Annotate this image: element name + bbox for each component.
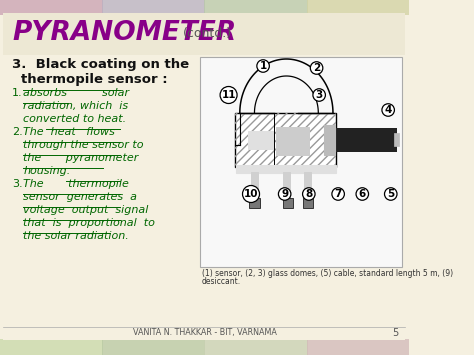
Bar	[283, 198, 293, 208]
Text: sensor  generates  a: sensor generates a	[23, 192, 137, 202]
Text: 6: 6	[359, 189, 366, 199]
Text: 11: 11	[221, 90, 236, 100]
Text: 5: 5	[387, 189, 394, 199]
Text: The  heat   flows: The heat flows	[23, 127, 115, 137]
Text: the       pyranometer: the pyranometer	[23, 153, 139, 163]
Bar	[204, 339, 308, 355]
Text: 7: 7	[335, 189, 342, 199]
Text: voltage  output  signal: voltage output signal	[23, 205, 149, 215]
Bar	[0, 0, 103, 15]
Text: 3.  Black coating on the: 3. Black coating on the	[12, 58, 189, 71]
Text: the solar radiation.: the solar radiation.	[23, 231, 129, 241]
Bar	[283, 172, 290, 200]
Text: The       thermopile: The thermopile	[23, 179, 129, 189]
Bar	[324, 125, 335, 155]
Bar	[307, 0, 410, 15]
Text: 1: 1	[259, 61, 267, 71]
Bar	[235, 113, 337, 167]
Text: housing.: housing.	[23, 166, 71, 176]
Bar	[102, 339, 205, 355]
Text: absorbs          solar: absorbs solar	[23, 88, 129, 98]
Text: radiation, which  is: radiation, which is	[23, 101, 128, 111]
Bar	[0, 339, 103, 355]
Text: VANITA N. THAKKAR - BIT, VARNAMA: VANITA N. THAKKAR - BIT, VARNAMA	[133, 328, 276, 338]
Bar	[307, 339, 410, 355]
Bar	[248, 131, 274, 149]
Text: converted to heat.: converted to heat.	[23, 114, 127, 124]
Text: thermopile sensor :: thermopile sensor :	[21, 73, 167, 86]
Text: 3: 3	[316, 90, 323, 100]
Text: that  is  proportional  to: that is proportional to	[23, 218, 155, 228]
Bar	[251, 172, 258, 200]
Bar	[237, 165, 337, 173]
Bar	[200, 57, 402, 267]
Bar	[204, 0, 308, 15]
Bar	[304, 172, 311, 200]
Text: 2: 2	[313, 63, 320, 73]
Text: desiccant.: desiccant.	[202, 277, 241, 286]
Text: (contd.): (contd.)	[183, 27, 232, 39]
Text: 4: 4	[384, 105, 392, 115]
Text: 2.: 2.	[12, 127, 23, 137]
Bar	[3, 13, 405, 55]
Text: (1) sensor, (2, 3) glass domes, (5) cable, standard length 5 m, (9): (1) sensor, (2, 3) glass domes, (5) cabl…	[202, 269, 453, 278]
Text: 9: 9	[281, 189, 288, 199]
Text: 3.: 3.	[12, 179, 23, 189]
Text: 1.: 1.	[12, 88, 23, 98]
Bar	[102, 0, 205, 15]
Text: 8: 8	[305, 189, 312, 199]
Bar	[235, 113, 337, 167]
Bar	[303, 198, 313, 208]
Bar	[333, 128, 397, 152]
Text: 10: 10	[244, 189, 258, 199]
Bar	[249, 198, 260, 208]
Text: PYRANOMETER: PYRANOMETER	[12, 20, 236, 46]
Bar	[276, 127, 309, 155]
Bar	[394, 133, 399, 146]
Text: 5: 5	[392, 328, 399, 338]
Text: through the sensor to: through the sensor to	[23, 140, 144, 150]
